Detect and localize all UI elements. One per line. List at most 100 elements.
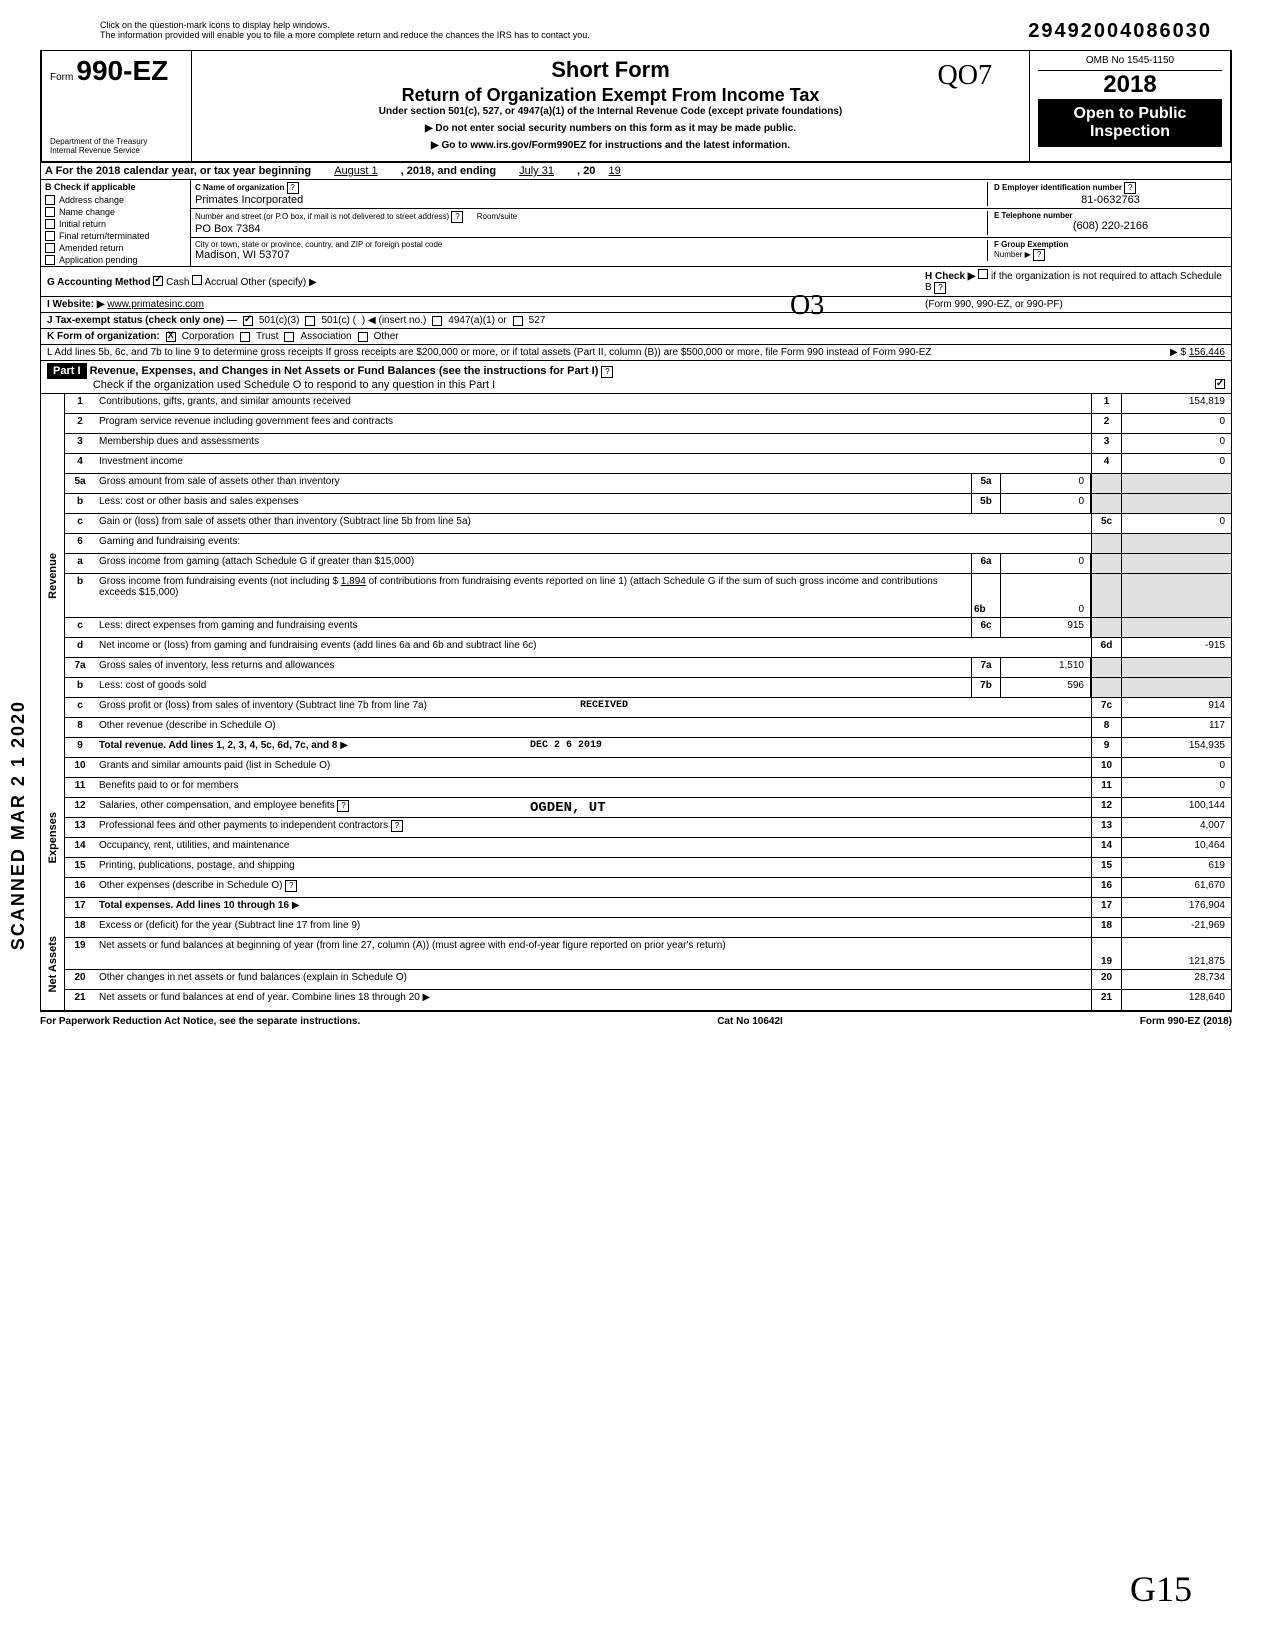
j-opt3: 4947(a)(1) or bbox=[448, 315, 506, 326]
f-label2: Number ▶ bbox=[994, 250, 1031, 259]
line-20-text: Other changes in net assets or fund bala… bbox=[95, 970, 1091, 989]
revenue-label: Revenue bbox=[45, 549, 61, 603]
checkbox-501c[interactable] bbox=[305, 316, 315, 326]
line-15-amt: 619 bbox=[1121, 858, 1231, 877]
row-a-tax-year: A For the 2018 calendar year, or tax yea… bbox=[40, 163, 1232, 180]
line-9-text: Total revenue. Add lines 1, 2, 3, 4, 5c,… bbox=[95, 738, 1091, 757]
checkbox-association[interactable] bbox=[284, 332, 294, 342]
help-icon[interactable]: ? bbox=[337, 800, 349, 812]
date-stamp: DEC 2 6 2019 bbox=[530, 740, 602, 751]
help-icon[interactable]: ? bbox=[934, 282, 946, 294]
k-corp: Corporation bbox=[182, 331, 234, 342]
net-assets-label: Net Assets bbox=[45, 932, 61, 996]
line-7c-text: Gross profit or (loss) from sales of inv… bbox=[95, 698, 1091, 717]
checkbox-corporation[interactable] bbox=[166, 332, 176, 342]
section-b-header-block: B Check if applicable Address change Nam… bbox=[40, 180, 1232, 267]
line-3-amt: 0 bbox=[1121, 434, 1231, 453]
line-6d-amt: -915 bbox=[1121, 638, 1231, 657]
row-a-year-label: , 20 bbox=[577, 165, 595, 177]
dln-number: 29492004086030 bbox=[1028, 20, 1212, 43]
checkbox-4947[interactable] bbox=[432, 316, 442, 326]
j-opt2: 501(c) ( bbox=[321, 315, 355, 326]
help-icon[interactable]: ? bbox=[451, 211, 463, 223]
expenses-label: Expenses bbox=[45, 808, 61, 867]
help-icon[interactable]: ? bbox=[1124, 182, 1136, 194]
ogden-stamp: OGDEN, UT bbox=[530, 800, 606, 816]
checkbox-h[interactable] bbox=[978, 269, 988, 279]
line-5a-text: Gross amount from sale of assets other t… bbox=[95, 474, 971, 493]
help-icon[interactable]: ? bbox=[391, 820, 403, 832]
irs-label: Internal Revenue Service bbox=[50, 146, 183, 155]
line-6a-mid: 0 bbox=[1001, 554, 1091, 573]
line-13-amt: 4,007 bbox=[1121, 818, 1231, 837]
line-14-text: Occupancy, rent, utilities, and maintena… bbox=[95, 838, 1091, 857]
line-4-text: Investment income bbox=[95, 454, 1091, 473]
row-a-label: A For the 2018 calendar year, or tax yea… bbox=[45, 165, 311, 177]
line-7a-mid: 1,510 bbox=[1001, 658, 1091, 677]
g-label: G Accounting Method bbox=[47, 277, 151, 288]
line-11-amt: 0 bbox=[1121, 778, 1231, 797]
line-6-text: Gaming and fundraising events: bbox=[95, 534, 1091, 553]
i-label: I Website: ▶ bbox=[47, 299, 105, 310]
expenses-section: Expenses 10Grants and similar amounts pa… bbox=[40, 758, 1232, 918]
line-2-amt: 0 bbox=[1121, 414, 1231, 433]
checkbox-application-pending[interactable] bbox=[45, 255, 55, 265]
row-a-mid: , 2018, and ending bbox=[401, 165, 496, 177]
line-1-amt: 154,819 bbox=[1121, 394, 1231, 413]
received-stamp: RECEIVED bbox=[580, 700, 628, 711]
net-assets-section: Net Assets 18Excess or (deficit) for the… bbox=[40, 918, 1232, 1012]
line-21-amt: 128,640 bbox=[1121, 990, 1231, 1010]
line-19-amt: 121,875 bbox=[1121, 938, 1231, 969]
checkbox-initial-return[interactable] bbox=[45, 219, 55, 229]
form-header: Form 990-EZ Department of the Treasury I… bbox=[40, 50, 1232, 163]
k-trust: Trust bbox=[256, 331, 278, 342]
short-form-title: Short Form bbox=[200, 57, 1021, 83]
line-5a-mid: 0 bbox=[1001, 474, 1091, 493]
line-17-text: Total expenses. Add lines 10 through 16 … bbox=[95, 898, 1091, 917]
line-4-amt: 0 bbox=[1121, 454, 1231, 473]
checkbox-cash[interactable] bbox=[153, 276, 163, 286]
line-5b-mid: 0 bbox=[1001, 494, 1091, 513]
checkbox-accrual[interactable] bbox=[192, 275, 202, 285]
help-icon[interactable]: ? bbox=[285, 880, 297, 892]
tax-year: 2018 bbox=[1038, 71, 1222, 99]
scanned-stamp: SCANNED MAR 2 1 2020 bbox=[8, 700, 29, 950]
return-title: Return of Organization Exempt From Incom… bbox=[200, 85, 1021, 106]
omb-number: OMB No 1545-1150 bbox=[1038, 55, 1222, 71]
line-20-amt: 28,734 bbox=[1121, 970, 1231, 989]
line-10-text: Grants and similar amounts paid (list in… bbox=[95, 758, 1091, 777]
k-other: Other bbox=[374, 331, 399, 342]
line-7c-amt: 914 bbox=[1121, 698, 1231, 717]
checkbox-527[interactable] bbox=[513, 316, 523, 326]
tax-year-end-year: 19 bbox=[598, 165, 630, 177]
j-label: J Tax-exempt status (check only one) — bbox=[47, 315, 237, 326]
f-label: F Group Exemption bbox=[994, 240, 1068, 249]
line-9-amt: 154,935 bbox=[1121, 738, 1231, 757]
open-to-public: Open to Public Inspection bbox=[1038, 99, 1222, 147]
ssn-note: ▶ Do not enter social security numbers o… bbox=[200, 123, 1021, 134]
help-icon[interactable]: ? bbox=[1033, 249, 1045, 261]
checkbox-final-return[interactable] bbox=[45, 231, 55, 241]
checkbox-trust[interactable] bbox=[240, 332, 250, 342]
checkbox-name-change[interactable] bbox=[45, 207, 55, 217]
b-label: B Check if applicable bbox=[41, 180, 190, 194]
l-value: 156,446 bbox=[1189, 347, 1225, 358]
checkbox-address-change[interactable] bbox=[45, 195, 55, 205]
checkbox-501c3[interactable] bbox=[243, 316, 253, 326]
b-item-0: Address change bbox=[59, 195, 124, 205]
checkbox-schedule-o[interactable] bbox=[1215, 379, 1225, 389]
checkbox-other-org[interactable] bbox=[358, 332, 368, 342]
footer-mid: Cat No 10642I bbox=[717, 1016, 783, 1027]
street-value: PO Box 7384 bbox=[195, 223, 987, 235]
tax-year-begin: August 1 bbox=[314, 165, 397, 177]
checkbox-amended-return[interactable] bbox=[45, 243, 55, 253]
help-icon[interactable]: ? bbox=[287, 182, 299, 194]
org-name: Primates Incorporated bbox=[195, 194, 987, 206]
b-item-3: Final return/terminated bbox=[59, 231, 150, 241]
line-7b-text: Less: cost of goods sold bbox=[95, 678, 971, 697]
b-item-4: Amended return bbox=[59, 243, 124, 253]
j-opt1: 501(c)(3) bbox=[259, 315, 300, 326]
line-6b-text: Gross income from fundraising events (no… bbox=[95, 574, 971, 617]
help-icon[interactable]: ? bbox=[601, 366, 613, 378]
h-text2: (Form 990, 990-EZ, or 990-PF) bbox=[925, 299, 1225, 310]
